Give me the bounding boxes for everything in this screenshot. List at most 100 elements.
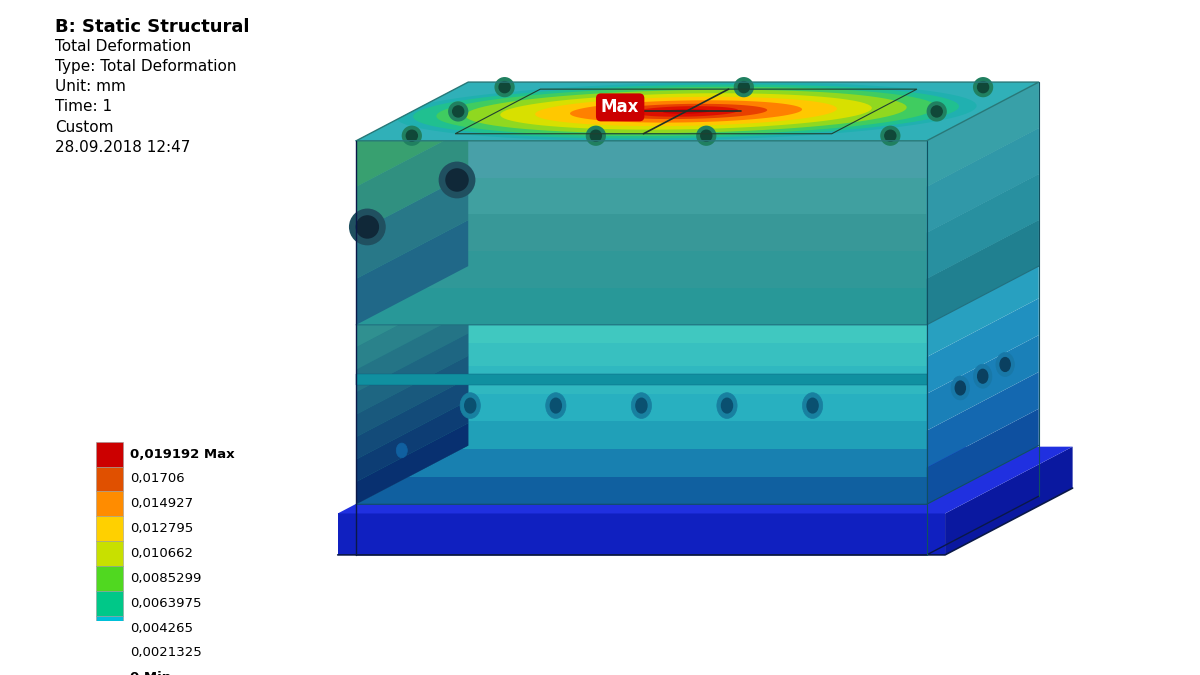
Ellipse shape (952, 376, 970, 400)
Circle shape (733, 77, 754, 97)
Text: Time: 1: Time: 1 (55, 99, 113, 114)
Ellipse shape (546, 393, 566, 418)
Polygon shape (356, 333, 468, 414)
Circle shape (499, 82, 510, 92)
Ellipse shape (973, 364, 992, 388)
Polygon shape (605, 104, 767, 119)
Polygon shape (662, 109, 709, 114)
Polygon shape (926, 82, 1039, 187)
Bar (96, 666, 124, 675)
Polygon shape (356, 82, 468, 187)
Text: Total Deformation: Total Deformation (55, 38, 192, 53)
Polygon shape (926, 128, 1039, 233)
Polygon shape (356, 141, 926, 178)
Text: 0,0085299: 0,0085299 (130, 572, 202, 585)
Polygon shape (356, 174, 468, 279)
Polygon shape (337, 514, 946, 555)
Ellipse shape (996, 352, 1014, 377)
Polygon shape (356, 251, 926, 288)
Polygon shape (356, 128, 468, 233)
Ellipse shape (636, 398, 647, 413)
Ellipse shape (396, 443, 407, 458)
Polygon shape (926, 409, 1039, 504)
Polygon shape (356, 311, 468, 392)
Polygon shape (356, 288, 926, 325)
Circle shape (884, 130, 896, 141)
Text: Custom: Custom (55, 119, 114, 134)
Polygon shape (356, 344, 926, 367)
Circle shape (881, 126, 900, 146)
Circle shape (590, 130, 601, 141)
Circle shape (448, 101, 468, 122)
Text: 28.09.2018 12:47: 28.09.2018 12:47 (55, 140, 191, 155)
Polygon shape (397, 82, 977, 141)
Ellipse shape (631, 393, 652, 418)
Circle shape (439, 161, 475, 198)
Polygon shape (356, 325, 926, 344)
Polygon shape (926, 220, 1039, 325)
Polygon shape (356, 308, 468, 412)
Polygon shape (926, 266, 1039, 357)
Text: 0,01706: 0,01706 (130, 472, 185, 485)
Polygon shape (634, 106, 738, 117)
Ellipse shape (551, 398, 562, 413)
Text: B: Static Structural: B: Static Structural (55, 18, 250, 36)
Circle shape (586, 126, 606, 146)
Polygon shape (356, 423, 468, 504)
Bar (96, 516, 124, 541)
Text: Max: Max (601, 99, 640, 116)
Circle shape (446, 169, 468, 191)
Bar (96, 591, 124, 616)
Circle shape (494, 77, 515, 97)
Bar (96, 616, 124, 641)
Text: 0,014927: 0,014927 (130, 497, 193, 510)
Circle shape (407, 130, 418, 141)
Ellipse shape (464, 398, 475, 413)
Polygon shape (356, 356, 468, 437)
Circle shape (356, 216, 378, 238)
Text: 0,010662: 0,010662 (130, 547, 193, 560)
Ellipse shape (460, 393, 480, 418)
Circle shape (402, 126, 422, 146)
Text: 0,004265: 0,004265 (130, 622, 193, 634)
Polygon shape (356, 421, 926, 449)
Polygon shape (356, 266, 468, 367)
Circle shape (738, 82, 749, 92)
Circle shape (696, 126, 716, 146)
Polygon shape (926, 335, 1039, 431)
Polygon shape (356, 220, 468, 325)
Bar (96, 441, 124, 466)
Polygon shape (356, 400, 468, 504)
Text: 0,019192 Max: 0,019192 Max (130, 448, 234, 460)
Polygon shape (356, 394, 926, 421)
Polygon shape (356, 288, 468, 370)
Polygon shape (926, 174, 1039, 279)
Bar (96, 491, 124, 516)
Circle shape (973, 77, 994, 97)
Polygon shape (356, 378, 468, 460)
Polygon shape (466, 90, 907, 133)
Polygon shape (356, 354, 468, 458)
Ellipse shape (721, 398, 732, 413)
Polygon shape (926, 128, 1039, 233)
Polygon shape (356, 367, 926, 394)
Polygon shape (356, 215, 926, 251)
Circle shape (931, 106, 942, 117)
Polygon shape (356, 373, 926, 385)
Text: 0,0063975: 0,0063975 (130, 597, 202, 610)
Text: Unit: mm: Unit: mm (55, 79, 126, 94)
Polygon shape (356, 401, 468, 482)
Ellipse shape (955, 381, 965, 395)
Text: 0,012795: 0,012795 (130, 522, 193, 535)
Bar (96, 641, 124, 666)
Text: 0 Min: 0 Min (130, 671, 170, 675)
Polygon shape (356, 477, 926, 504)
Polygon shape (926, 298, 1039, 394)
Polygon shape (926, 174, 1039, 279)
Ellipse shape (803, 393, 823, 418)
Bar (96, 541, 124, 566)
Polygon shape (337, 447, 1073, 514)
Polygon shape (356, 266, 468, 347)
Polygon shape (926, 372, 1039, 468)
Ellipse shape (1000, 358, 1010, 371)
